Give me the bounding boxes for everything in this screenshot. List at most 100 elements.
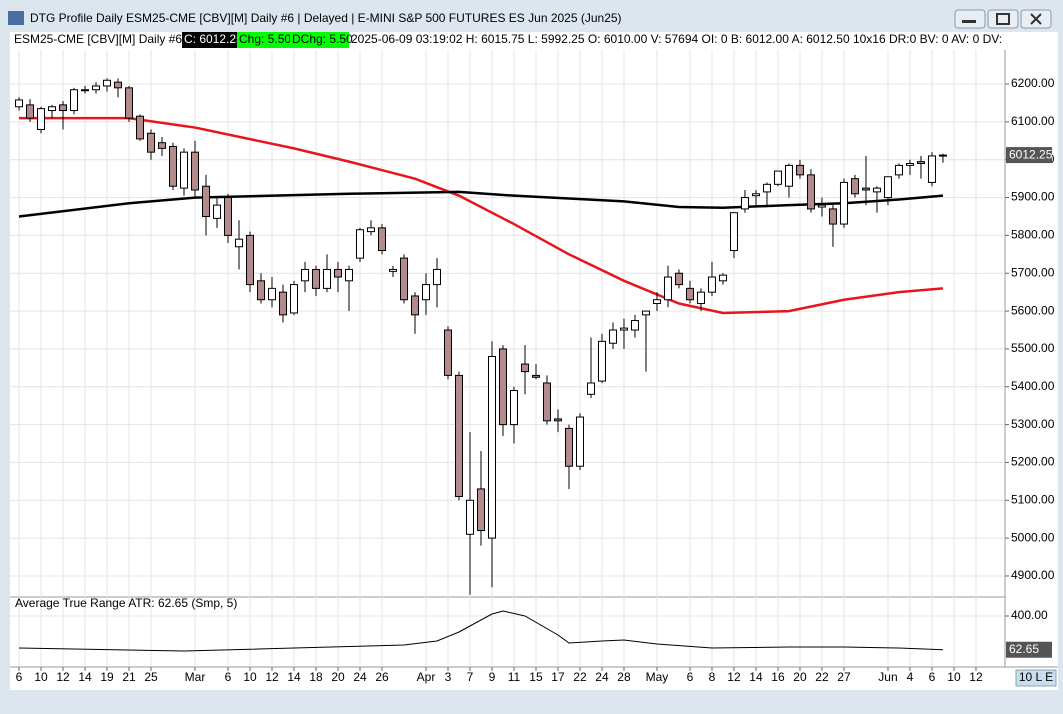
candle-body [48,106,57,112]
info-symbol: ESM25-CME [CBV][M] Daily #6 [14,32,182,46]
x-tick-label: 6 [929,670,936,684]
candle-body [861,187,870,191]
x-tick-label: 19 [100,670,114,684]
x-tick-label: 6 [225,670,232,684]
candle-body [553,418,562,422]
x-tick-label: 28 [617,670,631,684]
y-tick-label: 5800.00 [1011,228,1055,242]
candle-body [696,291,705,305]
candle-body [674,272,683,286]
y-tick-label: 5200.00 [1011,455,1055,469]
restore-icon [996,13,1010,25]
x-tick-label: 4 [907,670,914,684]
candle-body [817,204,826,208]
candle-body [839,181,848,225]
candle-body [806,174,815,210]
x-tick-label: 8 [709,670,716,684]
x-tick-label: 12 [265,670,279,684]
candle-body [158,142,167,149]
candle-body [399,257,408,301]
candle-body [718,274,727,282]
close-badge [182,32,237,48]
y-tick-label: 5100.00 [1011,492,1055,506]
candle-body [641,310,650,316]
candle-body [531,374,540,378]
candle-body [268,287,277,301]
candle-body [290,284,299,314]
candle-body [388,268,397,272]
candle-body [542,382,551,422]
candle-body [103,79,112,87]
candle-body [366,227,375,233]
candle-body [125,87,134,119]
candle-body [323,268,332,289]
info-dchg: DChg: 5.50 [292,32,353,46]
candle-body [927,155,936,183]
x-tick-label: 10 [243,670,257,684]
x-tick-label: 20 [793,670,807,684]
last-value-box [1006,147,1052,164]
x-tick-label: 26 [375,670,389,684]
x-tick-label: 12 [56,670,70,684]
candle-body [147,132,156,153]
candle-body [465,499,474,535]
minimize-button[interactable] [954,9,986,29]
x-tick-label: 25 [144,670,158,684]
candle-body [828,208,837,225]
x-tick-label: 24 [353,670,367,684]
candle-body [114,81,123,89]
x-tick-label: 11 [508,670,521,684]
info-chg: Chg: 5.50 [239,32,291,46]
candle-body [520,363,529,373]
status-text: 10 L E [1019,670,1053,684]
candle-body [454,374,463,497]
x-tick-label: 6 [16,670,23,684]
x-tick-label: 6 [687,670,694,684]
candle-body [136,115,145,140]
x-tick-label: 3 [445,670,452,684]
y-tick-label: 5700.00 [1011,265,1055,279]
x-tick-label: 18 [309,670,323,684]
x-tick-label: Apr [417,670,436,684]
y-tick-label: 5600.00 [1011,303,1055,317]
candle-body [432,268,441,286]
x-tick-label: 17 [551,670,565,684]
x-tick-label: Mar [185,670,206,684]
x-tick-label: May [646,670,669,684]
candle-body [355,229,364,259]
x-tick-label: 24 [595,670,609,684]
candle-body [92,85,101,91]
minimize-icon [962,20,976,23]
candle-body [773,170,782,185]
candle-body [564,427,573,467]
window-icon [8,11,24,25]
y-tick-label: 5900.00 [1011,190,1055,204]
x-tick-label: 12 [727,670,741,684]
candle-body [586,382,595,395]
x-tick-label: 10 [34,670,48,684]
candle-body [729,212,738,252]
x-tick-label: 14 [287,670,301,684]
candle-body [850,178,859,195]
candle-body [740,197,749,210]
candle-body [344,268,353,282]
candle-body [762,183,771,193]
info-bar: ESM25-CME [CBV][M] Daily #6 C: 6012.25 C… [14,32,1063,48]
candle-body [685,287,694,301]
candle-body [202,185,211,217]
restore-button[interactable] [987,9,1019,29]
candle-body [619,327,628,331]
candle-body [15,99,24,108]
y-tick-label: 4900.00 [1011,568,1055,582]
x-tick-label: 14 [78,670,92,684]
x-tick-label: 16 [771,670,785,684]
candle-body [707,276,716,293]
info-details: 2025-06-09 03:19:02 H: 6015.75 L: 5992.2… [351,32,1063,46]
candle-body [938,154,947,157]
candle-body [443,329,452,376]
candle-body [751,193,760,197]
atr-line [19,610,943,652]
candle-body [37,108,46,130]
status-box[interactable] [1015,669,1057,687]
